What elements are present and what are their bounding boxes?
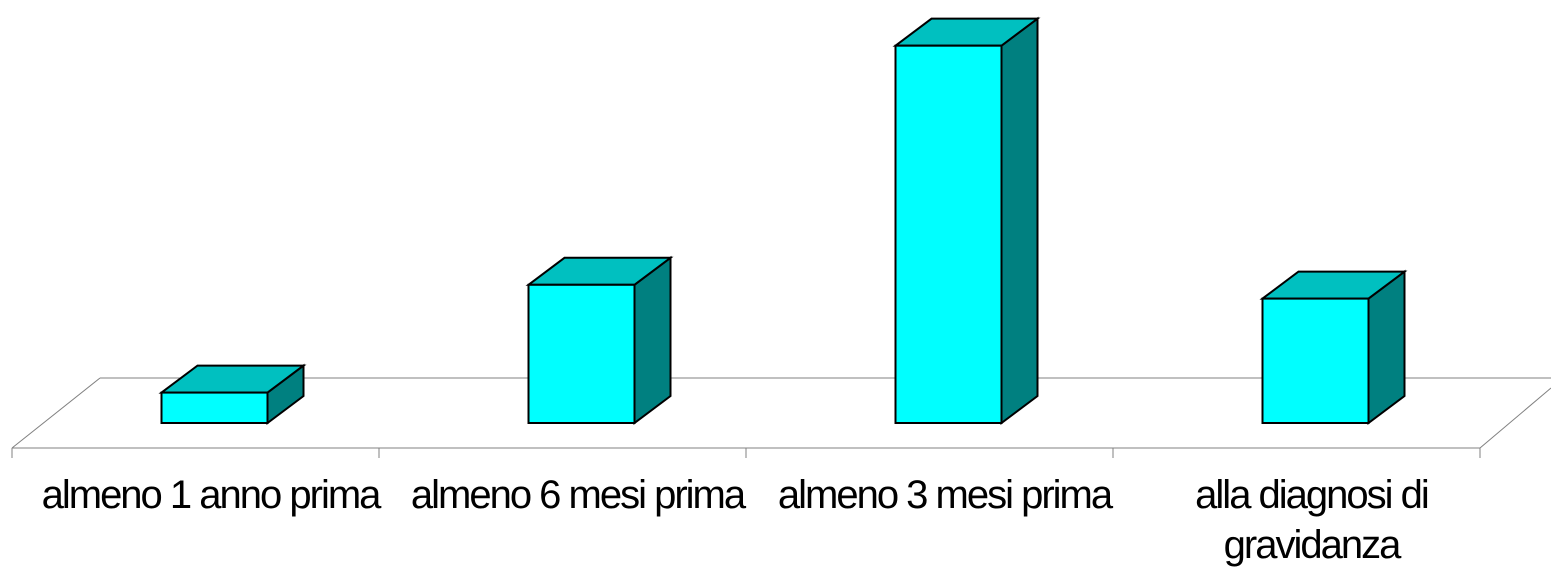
bar-front-face	[527, 283, 636, 424]
bar	[158, 363, 307, 425]
x-tick-label: almeno 1 anno prima	[41, 473, 382, 517]
bar	[525, 255, 674, 425]
bar-front-face	[160, 391, 269, 425]
bar-side-face	[633, 255, 672, 425]
bar-series	[158, 16, 1408, 425]
x-tick-label: almeno 3 mesi prima	[777, 473, 1113, 517]
x-tick-label: almeno 6 mesi prima	[410, 473, 746, 517]
floor-right-edge	[1479, 387, 1551, 449]
bar-front-face	[894, 44, 1003, 425]
bar-front-face	[1261, 297, 1370, 425]
floor-left-edge	[11, 377, 101, 449]
bar-side-face	[1000, 16, 1039, 425]
x-tick-label: alla diagnosi di gravidanza	[1195, 473, 1430, 567]
bar	[1259, 269, 1408, 425]
bar	[892, 16, 1041, 425]
